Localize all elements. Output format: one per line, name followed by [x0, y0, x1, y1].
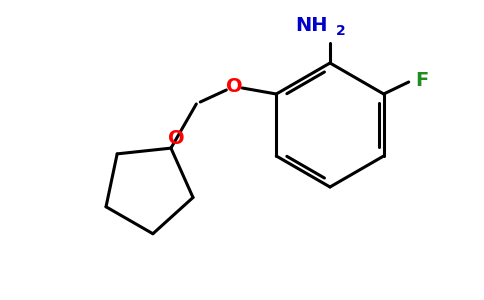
Text: F: F [416, 70, 429, 89]
Text: O: O [226, 76, 242, 95]
Text: NH: NH [296, 16, 328, 35]
Text: 2: 2 [336, 24, 346, 38]
Text: O: O [167, 129, 184, 148]
